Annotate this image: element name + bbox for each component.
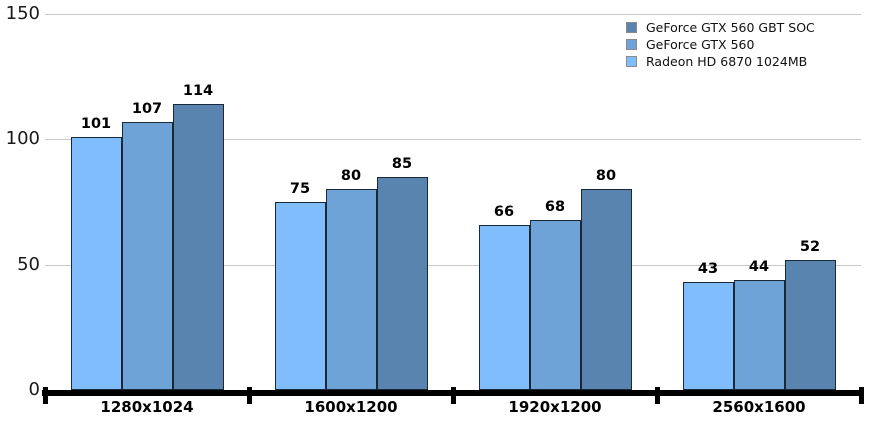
bar-value-label: 43	[697, 261, 719, 278]
legend-swatch-icon	[626, 22, 637, 33]
bar	[580, 189, 632, 390]
legend-label: GeForce GTX 560	[646, 37, 755, 52]
bar	[682, 282, 734, 390]
bar	[376, 176, 428, 390]
legend-swatch-icon	[626, 56, 637, 67]
x-axis-category-label: 2560x1600	[712, 398, 806, 416]
bar-value-label: 52	[799, 238, 821, 255]
bar-value-label: 80	[340, 168, 362, 185]
x-axis-category-label: 1600x1200	[304, 398, 398, 416]
x-axis-tick	[450, 387, 456, 404]
bar-value-label: 80	[595, 168, 617, 185]
x-axis-category-label: 1280x1024	[100, 398, 194, 416]
legend-label: Radeon HD 6870 1024MB	[646, 54, 808, 69]
legend-label: GeForce GTX 560 GBT SOC	[646, 20, 815, 35]
bar	[70, 136, 122, 390]
bar-value-label: 68	[544, 198, 566, 215]
bar	[172, 104, 224, 390]
legend-item: GeForce GTX 560 GBT SOC	[626, 19, 815, 36]
bar	[478, 224, 530, 390]
bar-value-label: 85	[391, 155, 413, 172]
x-axis-tick	[654, 387, 660, 404]
bar	[784, 259, 836, 390]
legend-swatch-icon	[626, 39, 637, 50]
gridline	[45, 139, 861, 141]
legend: GeForce GTX 560 GBT SOC GeForce GTX 560 Ra…	[626, 19, 815, 70]
bar-value-label: 107	[131, 100, 163, 117]
y-axis-tick-label: 0	[28, 379, 40, 400]
bar	[733, 279, 785, 390]
x-axis-category-label: 1920x1200	[508, 398, 602, 416]
gridline	[45, 264, 861, 266]
bar	[121, 121, 173, 390]
legend-item: Radeon HD 6870 1024MB	[626, 53, 815, 70]
bar-value-label: 75	[289, 181, 311, 197]
bar-value-label: 114	[182, 83, 214, 100]
y-axis-tick-label: 150	[5, 3, 40, 24]
bar	[325, 189, 377, 390]
x-axis-tick	[246, 387, 252, 404]
y-axis-tick-label: 50	[17, 253, 40, 275]
gridline	[45, 14, 861, 15]
legend-item: GeForce GTX 560	[626, 36, 815, 53]
x-axis-tick	[42, 387, 48, 404]
y-axis-tick-label: 100	[5, 128, 40, 150]
x-axis-tick	[858, 387, 864, 404]
bar	[274, 202, 326, 390]
bar-value-label: 44	[748, 258, 770, 275]
bar-value-label: 101	[80, 115, 112, 132]
bar-value-label: 66	[493, 203, 515, 220]
bar	[529, 219, 581, 390]
